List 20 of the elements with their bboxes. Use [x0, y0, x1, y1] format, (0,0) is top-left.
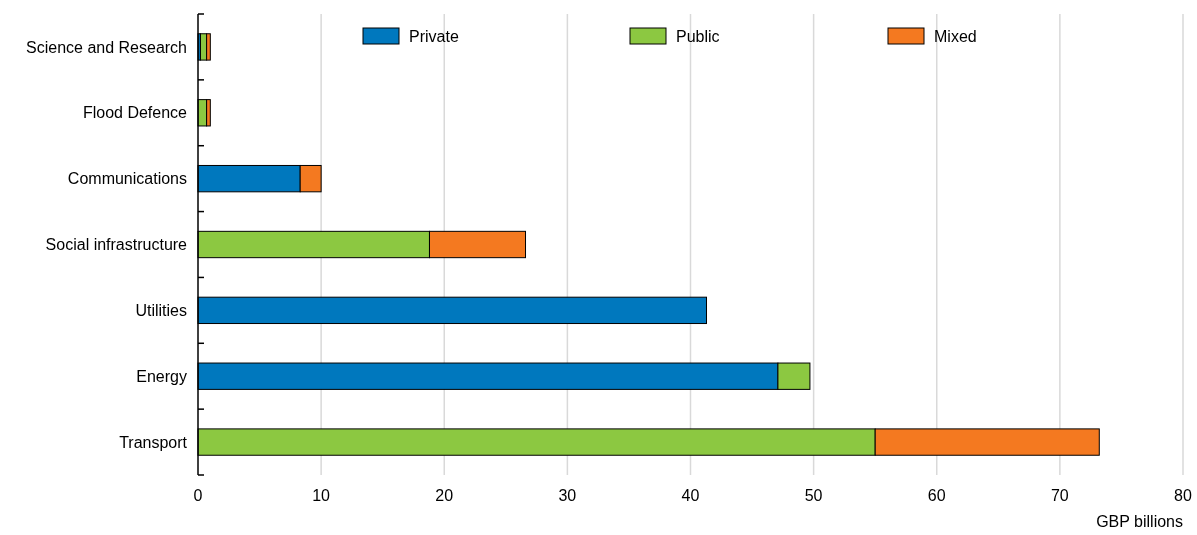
y-tick-label: Social infrastructure	[45, 236, 188, 254]
x-tick-label: 70	[1050, 487, 1069, 504]
y-tick-label: Science and Research	[26, 38, 187, 56]
x-tick-label: 60	[927, 487, 946, 504]
x-tick-label: 50	[804, 487, 823, 504]
legend-label: Public	[676, 27, 720, 45]
x-tick-label: 10	[312, 487, 331, 504]
legend-label: Mixed	[934, 27, 977, 45]
x-tick-label: 30	[558, 487, 577, 504]
y-tick-label: Transport	[119, 433, 188, 451]
x-tick-label: 40	[681, 487, 700, 504]
x-tick-label: 80	[1174, 487, 1192, 504]
x-axis-title: GBP billions	[1096, 513, 1183, 530]
y-tick-label: Flood Defence	[82, 104, 188, 122]
y-tick-label: Energy	[136, 367, 187, 385]
y-tick-label: Utilities	[135, 301, 187, 319]
x-tick-label: 20	[435, 487, 454, 504]
x-tick-label: 0	[193, 487, 203, 504]
legend-label: Private	[409, 27, 459, 45]
y-tick-label: Communications	[67, 170, 187, 188]
